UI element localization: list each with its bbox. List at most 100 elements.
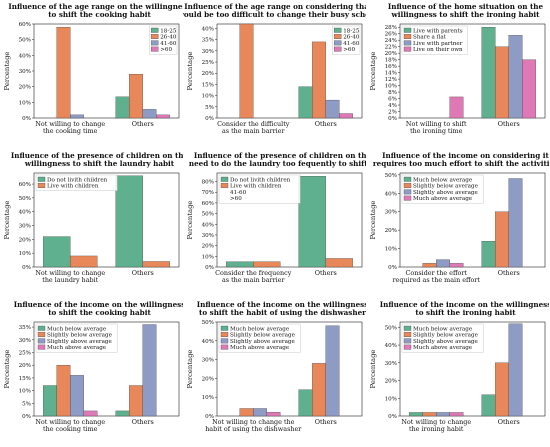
- bar-2-1: [253, 261, 281, 268]
- legend-box: [218, 323, 301, 353]
- legend-label: 18-25: [343, 28, 360, 34]
- y-tick-label: 60%: [202, 201, 214, 207]
- category-label: as the main barrier: [222, 276, 286, 284]
- chart-title: Influence of the presence of children on…: [11, 151, 183, 160]
- legend-label: Slightly above average: [413, 190, 478, 196]
- legend-label: Live on their own: [413, 47, 463, 53]
- legend-label: 41-60: [160, 41, 177, 47]
- plot-frame: [399, 321, 546, 417]
- category-label: habit of using the dishwasher: [205, 425, 302, 433]
- legend-label: Slightly above average: [47, 339, 112, 345]
- legend-label: 18-25: [160, 28, 177, 34]
- legend-label: 26-40: [160, 35, 177, 41]
- legend-swatch: [37, 325, 46, 331]
- y-tick-label: 35%: [19, 325, 31, 331]
- chart-title: willingness to shift the laundry habit: [24, 159, 175, 168]
- plot-frame: [216, 172, 363, 268]
- legend-swatch: [37, 332, 46, 337]
- bar-2-1: [422, 412, 437, 417]
- chart-panel-9: Influence of the income on the willingne…: [369, 300, 549, 433]
- legend-swatch: [403, 195, 412, 201]
- y-tick-label: 40%: [385, 343, 397, 349]
- legend-label: Much above average: [413, 345, 473, 351]
- y-tick-label: 24%: [385, 38, 397, 44]
- chart-panel-7: Influence of the income on the willingne…: [3, 300, 183, 433]
- bar-1-1: [43, 236, 71, 268]
- y-tick-label: 14%: [385, 71, 397, 77]
- y-axis-label: Percentage: [3, 52, 11, 91]
- category-label: as the main barrier: [222, 127, 286, 135]
- legend-swatch: [151, 40, 159, 46]
- legend-label: Slightly below average: [230, 333, 296, 339]
- legend-swatch: [403, 338, 412, 344]
- legend-swatch: [37, 344, 46, 350]
- y-tick-label: 30%: [202, 49, 214, 55]
- y-tick-label: 20%: [19, 237, 31, 243]
- legend-swatch: [37, 176, 46, 182]
- plot-frame: [33, 321, 180, 417]
- y-tick-label: 70%: [202, 190, 214, 196]
- y-tick-label: 30%: [19, 338, 31, 344]
- category-label: Others: [132, 269, 154, 277]
- legend-box: [35, 174, 118, 191]
- y-tick-label: 20%: [202, 244, 214, 250]
- plot-frame: [399, 23, 546, 119]
- y-tick-label: 40%: [202, 222, 214, 228]
- bar-2-2: [129, 73, 143, 119]
- chart-title: to shift the cooking habit: [48, 10, 151, 19]
- legend-label: >60: [230, 196, 242, 202]
- category-label: the cooking time: [43, 127, 98, 135]
- y-tick-label: 25%: [202, 60, 214, 66]
- legend-label: 26-40: [343, 35, 360, 41]
- legend-swatch: [37, 338, 46, 344]
- y-tick-label: 16%: [385, 64, 397, 70]
- y-tick-label: 5%: [22, 401, 31, 407]
- legend-label: Slightly below average: [47, 333, 113, 339]
- y-axis-label: Percentage: [369, 52, 377, 91]
- bar-4-1: [449, 263, 464, 268]
- bar-3-2: [142, 324, 157, 417]
- bar-2-2: [129, 385, 143, 417]
- chart-title: willingness to shift the ironing habit: [391, 10, 541, 19]
- y-tick-label: 6%: [388, 97, 397, 103]
- category-label: Consider the effort: [406, 269, 468, 277]
- legend-label: Do not livith children: [230, 177, 291, 183]
- chart-title: would be too difficult to change their b…: [183, 10, 366, 19]
- category-label: Consider the difficulty: [217, 120, 290, 128]
- legend-swatch: [403, 46, 412, 52]
- legend-label: Share a flat: [413, 35, 447, 41]
- y-axis-label: Percentage: [3, 201, 11, 240]
- bar-1-1: [43, 385, 57, 417]
- y-tick-label: 0%: [388, 414, 397, 420]
- bar-1-2: [298, 86, 313, 119]
- legend-label: Much below average: [413, 326, 473, 332]
- y-tick-label: 30%: [202, 233, 214, 239]
- y-tick-label: 20%: [385, 228, 397, 234]
- category-label: Not willing to change: [35, 269, 105, 277]
- y-tick-label: 10%: [202, 395, 214, 401]
- y-axis-label: Percentage: [186, 201, 194, 240]
- y-tick-label: 30%: [19, 69, 31, 75]
- legend-swatch: [403, 176, 412, 182]
- category-label: Not willing to shift: [406, 120, 467, 128]
- legend-swatch: [403, 325, 412, 331]
- y-tick-label: 0%: [22, 116, 31, 122]
- bar-3-1: [70, 114, 84, 119]
- bar-4-2: [522, 59, 536, 119]
- y-tick-label: 22%: [385, 45, 397, 51]
- y-axis-label: Percentage: [3, 350, 11, 389]
- y-tick-label: 30%: [19, 224, 31, 230]
- bar-1-2: [115, 175, 143, 268]
- y-axis-label: Percentage: [369, 201, 377, 240]
- y-tick-label: 0%: [22, 265, 31, 271]
- legend-swatch: [334, 40, 342, 46]
- category-label: Not willing to change the: [212, 418, 295, 426]
- bar-1-1: [226, 261, 254, 268]
- bar-1-2: [298, 389, 313, 417]
- chart-title: Influence of the income on the willingne…: [197, 300, 366, 309]
- legend-label: Slightly below average: [413, 333, 479, 339]
- bar-2-2: [495, 46, 509, 119]
- legend-swatch: [403, 183, 412, 188]
- bar-2-1: [56, 26, 71, 119]
- category-label: required as the main effort: [392, 276, 480, 284]
